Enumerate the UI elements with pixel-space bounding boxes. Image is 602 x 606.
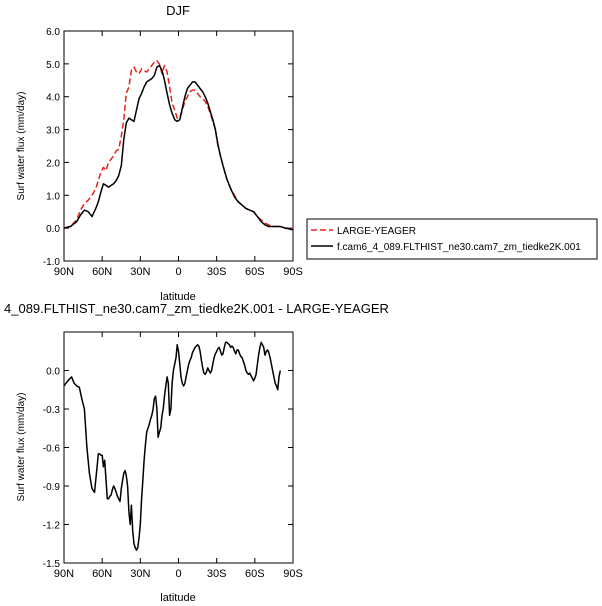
y-tick-label: 6.0 xyxy=(46,27,60,38)
x-tick-label: 30N xyxy=(130,568,150,580)
plot-area: 90N 60N 30N 0 30S 60S 90S -1.0 0.0 1.0 2.0 3.0 4.0 5.… xyxy=(43,27,303,278)
legend-box xyxy=(306,218,598,260)
x-tick-label: 90N xyxy=(54,568,74,580)
x-tick-label: 0 xyxy=(175,568,181,580)
legend-label-large-yeager: LARGE-YEAGER xyxy=(337,226,416,237)
x-tick-label: 60N xyxy=(92,266,112,278)
plot-area: 90N 60N 30N 0 30S 60S 90S -1.5 -1.2 -0.9 -0.6 -0.3 0… xyxy=(43,331,303,580)
x-axis-label: latitude xyxy=(160,592,195,604)
legend-label-cam6: f.cam6_4_089.FLTHIST_ne30.cam7_zm_tiedke… xyxy=(337,242,581,253)
plot-frame xyxy=(63,30,294,262)
y-tick-label: -1.2 xyxy=(43,521,61,532)
x-tick-label: 60S xyxy=(245,266,265,278)
y-tick-label: 0.0 xyxy=(46,367,60,378)
x-tick-label: 90S xyxy=(283,568,303,580)
series-line-0 xyxy=(63,341,282,551)
x-tick-label: 60N xyxy=(92,568,112,580)
y-tick-label: -1.5 xyxy=(43,559,61,570)
y-tick-label: 4.0 xyxy=(46,93,60,104)
chart-title: DJF xyxy=(166,3,190,18)
chart-djf: DJF 90N 60N 30N 0 30S 60S 90S -1.0 0.0 1.0 2.0 3.0 4… xyxy=(16,3,303,303)
series-line-1 xyxy=(63,64,294,231)
x-tick-label: 30N xyxy=(130,266,150,278)
legend: LARGE-YEAGER f.cam6_4_089.FLTHIST_ne30.c… xyxy=(306,218,598,260)
x-tick-label: 30S xyxy=(207,266,227,278)
y-tick-label: 2.0 xyxy=(46,158,60,169)
y-tick-label: -1.0 xyxy=(43,257,61,268)
x-tick-label: 30S xyxy=(207,568,227,580)
y-axis-label: Surf water flux (mm/day) xyxy=(16,393,27,502)
y-tick-label: 1.0 xyxy=(46,191,60,202)
x-tick-label: 90N xyxy=(54,266,74,278)
axis-ticks: 90N 60N 30N 0 30S 60S 90S -1.5 -1.2 -0.9 -0.6 -0.3 0… xyxy=(43,332,303,580)
plot-frame xyxy=(63,331,294,564)
y-tick-label: -0.9 xyxy=(43,482,61,493)
y-tick-label: 3.0 xyxy=(46,126,60,137)
chart-difference: 4_089.FLTHIST_ne30.cam7_zm_tiedke2K.001 … xyxy=(4,301,389,604)
y-tick-label: -0.3 xyxy=(43,405,61,416)
chart-title: 4_089.FLTHIST_ne30.cam7_zm_tiedke2K.001 … xyxy=(4,301,389,316)
y-tick-label: -0.6 xyxy=(43,444,61,455)
x-tick-label: 90S xyxy=(283,266,303,278)
x-tick-label: 0 xyxy=(175,266,181,278)
y-tick-label: 0.0 xyxy=(46,224,60,235)
series-lines xyxy=(63,341,282,551)
y-axis-label: Surf water flux (mm/day) xyxy=(16,92,27,201)
x-tick-label: 60S xyxy=(245,568,265,580)
series-lines xyxy=(63,59,294,231)
x-axis-label: latitude xyxy=(160,291,195,303)
axis-ticks: 90N 60N 30N 0 30S 60S 90S -1.0 0.0 1.0 2.0 3.0 4.0 5.… xyxy=(43,27,303,278)
y-tick-label: 5.0 xyxy=(46,60,60,71)
